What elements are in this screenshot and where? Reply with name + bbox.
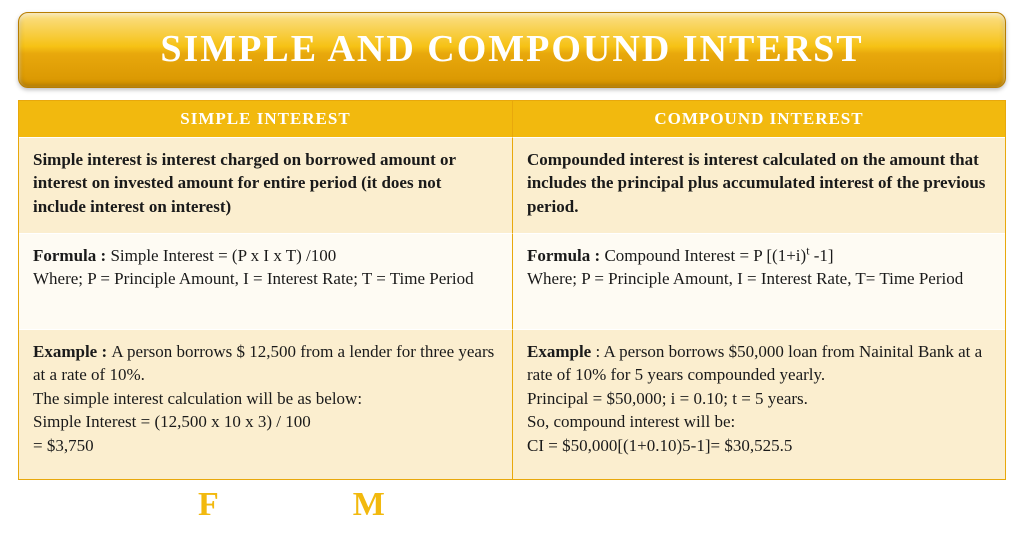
- simple-formula-cell: Formula : Simple Interest = (P x I x T) …: [19, 233, 512, 329]
- compound-formula-label: Formula :: [527, 246, 604, 265]
- footer-letter-m: M: [353, 486, 385, 524]
- comparison-table: SIMPLE INTEREST Simple interest is inter…: [18, 100, 1006, 480]
- title-banner: SIMPLE AND COMPOUND INTERST: [18, 12, 1006, 88]
- column-simple-interest: SIMPLE INTEREST Simple interest is inter…: [19, 101, 512, 479]
- compound-example-body: : A person borrows $50,000 loan from Nai…: [527, 342, 982, 455]
- compound-formula-cell: Formula : Compound Interest = P [(1+i)t …: [512, 233, 1005, 329]
- compound-example-cell: Example : A person borrows $50,000 loan …: [512, 329, 1005, 479]
- compound-formula-line2: Where; P = Principle Amount, I = Interes…: [527, 267, 991, 290]
- footer-letter-f: F: [198, 486, 219, 523]
- simple-example-cell: Example : A person borrows $ 12,500 from…: [19, 329, 512, 479]
- column-header-compound: COMPOUND INTEREST: [512, 101, 1005, 137]
- simple-example-label: Example :: [33, 342, 111, 361]
- column-compound-interest: COMPOUND INTEREST Compounded interest is…: [512, 101, 1005, 479]
- simple-formula-label: Formula :: [33, 246, 110, 265]
- simple-description-cell: Simple interest is interest charged on b…: [19, 137, 512, 233]
- simple-formula-line2: Where; P = Principle Amount, I = Interes…: [33, 267, 498, 290]
- compound-description-cell: Compounded interest is interest calculat…: [512, 137, 1005, 233]
- page-title: SIMPLE AND COMPOUND INTERST: [29, 27, 995, 71]
- compound-formula-line1: Compound Interest = P [(1+i)t -1]: [604, 246, 833, 265]
- compound-example-label: Example: [527, 342, 591, 361]
- simple-formula-line1: Simple Interest = (P x I x T) /100: [110, 246, 336, 265]
- footer-letters: F M: [18, 486, 1006, 524]
- column-header-simple: SIMPLE INTEREST: [19, 101, 512, 137]
